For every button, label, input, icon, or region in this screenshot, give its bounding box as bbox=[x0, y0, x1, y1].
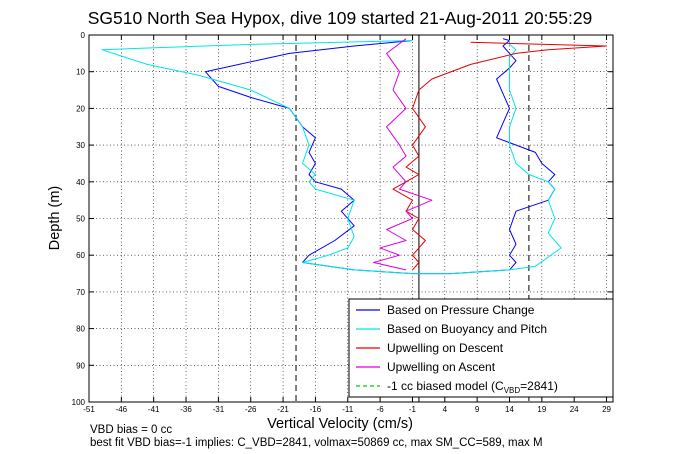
y-tick-label: 40 bbox=[76, 178, 85, 187]
x-tick-label: 24 bbox=[570, 405, 579, 414]
x-tick-label: 14 bbox=[505, 405, 514, 414]
legend-label-3: Upwelling on Descent bbox=[387, 341, 504, 355]
chart-title: SG510 North Sea Hypox, dive 109 started … bbox=[88, 8, 593, 28]
x-tick-label: -36 bbox=[180, 405, 192, 414]
x-tick-label: -31 bbox=[213, 405, 225, 414]
series-line-3 bbox=[392, 41, 607, 271]
x-tick-label: -6 bbox=[377, 405, 385, 414]
x-axis-label: Vertical Velocity (cm/s) bbox=[267, 416, 413, 432]
footer-line-2: best fit VBD bias=-1 implies: C_VBD=2841… bbox=[90, 437, 543, 449]
y-tick-label: 70 bbox=[76, 288, 85, 297]
y-tick-label: 90 bbox=[76, 361, 85, 370]
x-tick-label: 4 bbox=[443, 405, 448, 414]
y-axis-label: Depth (m) bbox=[47, 186, 63, 250]
y-tick-label: 100 bbox=[72, 398, 86, 407]
x-tick-label: -1 bbox=[409, 405, 417, 414]
series-group bbox=[101, 38, 607, 275]
y-tick-label: 60 bbox=[76, 251, 85, 260]
legend-label-2: Based on Buoyancy and Pitch bbox=[387, 322, 547, 336]
x-ticks: -51 -46 -41 -36 -31 -26 -21 -16 -11 -6 -1 4 9 14 19 24 2… bbox=[83, 35, 612, 414]
x-tick-label: 19 bbox=[537, 405, 546, 414]
legend-label-1: Based on Pressure Change bbox=[387, 303, 535, 317]
x-tick-label: 9 bbox=[475, 405, 480, 414]
legend: Based on Pressure Change Based on Buoyanc… bbox=[348, 298, 614, 398]
x-tick-label: -41 bbox=[148, 405, 160, 414]
legend-label-5: -1 cc biased model (CVBD=2841) bbox=[387, 379, 558, 395]
x-tick-label: -46 bbox=[116, 405, 128, 414]
series-line-2 bbox=[101, 38, 562, 275]
x-tick-label: -16 bbox=[310, 405, 322, 414]
y-tick-label: 20 bbox=[76, 104, 85, 113]
x-tick-label: -11 bbox=[342, 405, 354, 414]
y-tick-label: 10 bbox=[76, 68, 85, 77]
x-tick-label: -51 bbox=[83, 405, 95, 414]
legend-box bbox=[348, 298, 614, 398]
y-tick-label: 30 bbox=[76, 141, 85, 150]
footer-line-1: VBD bias = 0 cc bbox=[90, 424, 172, 436]
x-tick-label: -21 bbox=[277, 405, 289, 414]
y-tick-label: 50 bbox=[76, 215, 85, 224]
y-tick-label: 80 bbox=[76, 325, 85, 334]
legend-label-4: Upwelling on Ascent bbox=[387, 360, 496, 374]
x-tick-label: 29 bbox=[602, 405, 611, 414]
y-tick-label: 0 bbox=[81, 31, 86, 40]
x-tick-label: -26 bbox=[245, 405, 257, 414]
series-line-4 bbox=[373, 38, 433, 271]
